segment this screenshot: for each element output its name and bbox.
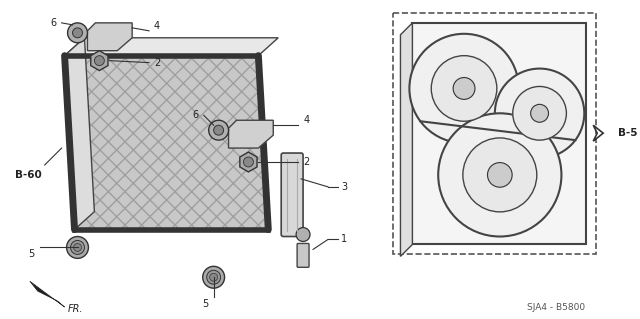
Circle shape: [214, 125, 223, 135]
Circle shape: [68, 23, 88, 43]
Circle shape: [495, 69, 584, 158]
Circle shape: [453, 78, 475, 100]
Circle shape: [513, 86, 566, 140]
Text: 5: 5: [202, 299, 209, 309]
Polygon shape: [240, 152, 257, 172]
Text: FR.: FR.: [68, 304, 83, 314]
Text: 2: 2: [303, 157, 309, 167]
FancyBboxPatch shape: [281, 153, 303, 236]
Circle shape: [531, 104, 548, 122]
Circle shape: [296, 227, 310, 241]
Circle shape: [203, 266, 225, 288]
Circle shape: [463, 138, 537, 212]
FancyBboxPatch shape: [297, 243, 309, 267]
Polygon shape: [91, 51, 108, 70]
Polygon shape: [65, 38, 278, 56]
Circle shape: [410, 34, 518, 143]
Text: 4: 4: [303, 115, 309, 125]
Circle shape: [74, 243, 81, 251]
Text: SJA4 - B5800: SJA4 - B5800: [527, 302, 586, 312]
Circle shape: [70, 241, 84, 254]
Text: 2: 2: [154, 58, 160, 68]
Polygon shape: [401, 23, 412, 256]
Circle shape: [431, 56, 497, 121]
Text: 5: 5: [29, 249, 35, 259]
Circle shape: [72, 28, 83, 38]
Polygon shape: [65, 38, 95, 230]
Text: 6: 6: [51, 18, 57, 28]
Text: 3: 3: [341, 182, 347, 192]
Circle shape: [209, 120, 228, 140]
Circle shape: [207, 270, 221, 284]
Circle shape: [210, 273, 218, 281]
Polygon shape: [65, 56, 268, 230]
Polygon shape: [30, 281, 65, 307]
Polygon shape: [228, 120, 273, 148]
Circle shape: [67, 236, 88, 258]
Text: B-5: B-5: [618, 128, 637, 138]
Text: 6: 6: [193, 110, 199, 120]
Text: B-60: B-60: [15, 170, 42, 180]
Circle shape: [243, 157, 253, 167]
Text: 4: 4: [154, 21, 160, 31]
Circle shape: [488, 163, 512, 187]
Text: 1: 1: [341, 234, 347, 244]
Polygon shape: [593, 125, 603, 141]
Bar: [392, 13, 596, 254]
Bar: [412, 23, 586, 244]
Circle shape: [95, 56, 104, 66]
Circle shape: [438, 113, 561, 236]
Polygon shape: [88, 23, 132, 51]
